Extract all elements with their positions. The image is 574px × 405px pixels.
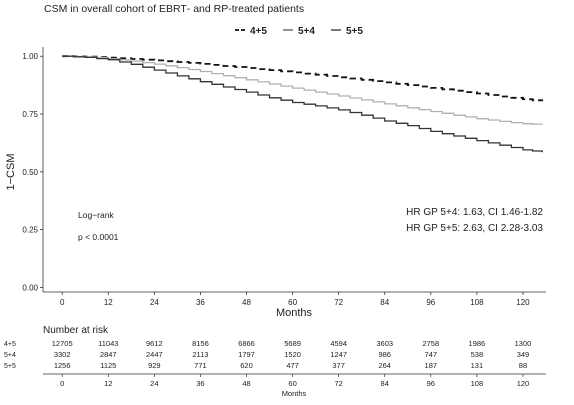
risk-table-x-label: Months	[282, 389, 307, 398]
risk-cell: 11043	[98, 339, 118, 348]
risk-cell: 2113	[192, 350, 208, 359]
y-tick-label: 0.50	[22, 168, 38, 177]
plot-area: 0.00 0.25 0.50 0.75 1.00 0 12 24 36 48 60 72 84 96 10…	[22, 47, 546, 307]
series-line-1	[62, 55, 544, 102]
x-tick-label: 48	[242, 298, 251, 307]
risk-row-label: 5+5	[4, 363, 16, 370]
x-tick-label: 0	[60, 298, 65, 307]
risk-cell: 929	[148, 361, 161, 370]
risk-x-tick-label: 84	[381, 379, 389, 388]
x-tick-label: 108	[470, 298, 484, 307]
risk-cell: 2847	[100, 350, 117, 359]
risk-cell: 2758	[422, 339, 439, 348]
logrank-label: Log−rank	[78, 210, 114, 220]
y-axis-label: 1−CSM	[5, 154, 17, 191]
x-ticks: 0 12 24 36 48 60 72 84 96 108 120	[60, 292, 530, 307]
risk-x-tick-label: 108	[471, 379, 484, 388]
risk-cell: 4594	[330, 339, 347, 348]
risk-cell: 8156	[192, 339, 209, 348]
risk-x-tick-label: 60	[288, 379, 296, 388]
risk-cell: 477	[286, 361, 299, 370]
risk-cell: 538	[471, 350, 484, 359]
risk-cell: 1300	[515, 339, 532, 348]
risk-cell: 12705	[52, 339, 73, 348]
risk-row-label: 5+4	[4, 352, 16, 359]
risk-cell: 1986	[469, 339, 486, 348]
risk-cell: 131	[471, 361, 484, 370]
risk-x-tick-label: 120	[517, 379, 530, 388]
legend-entry: 4+5	[250, 26, 267, 37]
y-tick-label: 0.25	[22, 226, 38, 235]
risk-cell: 620	[240, 361, 253, 370]
x-tick-label: 12	[104, 298, 113, 307]
risk-cell: 9612	[146, 339, 163, 348]
x-tick-label: 120	[516, 298, 530, 307]
hazard-ratio-5-4: HR GP 5+4: 1.63, CI 1.46-1.82	[406, 207, 543, 218]
risk-cell: 264	[378, 361, 391, 370]
legend: 4+5 5+4 5+5	[235, 26, 363, 37]
y-tick-label: 0.00	[22, 283, 38, 292]
x-tick-label: 36	[196, 298, 205, 307]
x-tick-label: 24	[150, 298, 159, 307]
risk-cell: 377	[332, 361, 345, 370]
risk-table: 4+5 12705 11043 9612 8156 6866 5689 4594 3603 275…	[4, 339, 546, 388]
risk-x-tick-label: 36	[196, 379, 204, 388]
risk-x-tick-label: 24	[150, 379, 158, 388]
risk-cell: 3603	[376, 339, 393, 348]
risk-x-tick-label: 12	[104, 379, 112, 388]
y-tick-label: 0.75	[22, 110, 38, 119]
legend-entry: 5+4	[298, 26, 315, 37]
x-tick-label: 60	[288, 298, 297, 307]
survival-curves	[62, 55, 544, 153]
risk-cell: 1247	[330, 350, 347, 359]
series-line-2	[62, 55, 543, 125]
x-axis-label: Months	[276, 307, 313, 319]
x-tick-label: 72	[334, 298, 343, 307]
risk-cell: 1520	[284, 350, 301, 359]
risk-cell: 747	[425, 350, 438, 359]
chart-title: CSM in overall cohort of EBRT‐ and RP‐tr…	[44, 3, 304, 15]
risk-table-title: Number at risk	[43, 325, 109, 336]
risk-x-tick-label: 96	[427, 379, 435, 388]
risk-row-label: 4+5	[4, 341, 16, 348]
risk-cell: 6866	[238, 339, 255, 348]
risk-cell: 5689	[284, 339, 301, 348]
risk-cell: 1256	[54, 361, 71, 370]
risk-x-tick-label: 0	[60, 379, 64, 388]
risk-x-tick-label: 48	[242, 379, 250, 388]
risk-cell: 1797	[238, 350, 255, 359]
legend-entry: 5+5	[346, 26, 363, 37]
series-line-3	[62, 55, 543, 153]
risk-x-tick-label: 72	[334, 379, 342, 388]
risk-cell: 3302	[54, 350, 71, 359]
risk-cell: 2447	[146, 350, 163, 359]
hazard-ratio-5-5: HR GP 5+5: 2.63, CI 2.28-3.03	[406, 223, 543, 234]
risk-cell: 771	[194, 361, 207, 370]
y-tick-label: 1.00	[22, 52, 38, 61]
risk-cell: 187	[425, 361, 438, 370]
risk-cell: 1125	[100, 361, 116, 370]
x-tick-label: 96	[426, 298, 435, 307]
logrank-p-value: p < 0.0001	[78, 232, 119, 242]
x-tick-label: 84	[380, 298, 389, 307]
risk-cell: 88	[519, 361, 527, 370]
y-ticks: 0.00 0.25 0.50 0.75 1.00	[22, 52, 43, 292]
risk-cell: 349	[517, 350, 530, 359]
risk-cell: 986	[378, 350, 391, 359]
